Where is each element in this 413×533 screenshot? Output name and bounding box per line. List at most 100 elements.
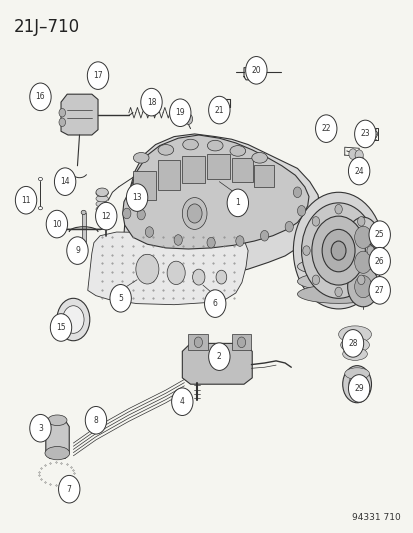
Text: 5: 5 [118, 294, 123, 303]
Circle shape [311, 216, 364, 285]
Text: 23: 23 [360, 130, 369, 139]
Ellipse shape [96, 206, 108, 213]
Text: 26: 26 [374, 257, 384, 265]
Ellipse shape [81, 211, 86, 215]
Polygon shape [61, 94, 98, 135]
Circle shape [30, 415, 51, 442]
Circle shape [54, 168, 76, 196]
Text: 19: 19 [175, 108, 185, 117]
Circle shape [334, 287, 342, 297]
Circle shape [126, 184, 147, 212]
Circle shape [208, 343, 230, 370]
Circle shape [182, 198, 206, 229]
Circle shape [311, 216, 319, 226]
Polygon shape [188, 334, 208, 350]
Ellipse shape [207, 140, 223, 151]
Polygon shape [231, 158, 252, 182]
Circle shape [293, 187, 301, 198]
Text: 20: 20 [251, 66, 261, 75]
Ellipse shape [230, 146, 245, 156]
Ellipse shape [38, 177, 43, 181]
Circle shape [347, 217, 378, 257]
Circle shape [354, 120, 375, 148]
Circle shape [95, 203, 116, 230]
Circle shape [285, 221, 293, 232]
Circle shape [85, 407, 107, 434]
Polygon shape [118, 134, 319, 278]
Circle shape [311, 275, 319, 285]
Polygon shape [88, 232, 247, 305]
Circle shape [368, 221, 389, 248]
Circle shape [342, 366, 370, 403]
Circle shape [174, 235, 182, 245]
Text: 17: 17 [93, 71, 102, 80]
Circle shape [347, 266, 378, 307]
Circle shape [354, 226, 371, 248]
Ellipse shape [45, 447, 69, 460]
Circle shape [206, 237, 215, 248]
Circle shape [334, 205, 342, 214]
Circle shape [59, 118, 65, 126]
Circle shape [293, 192, 383, 309]
Text: 11: 11 [21, 196, 31, 205]
Circle shape [368, 247, 389, 275]
Text: 14: 14 [60, 177, 70, 186]
Circle shape [321, 229, 354, 272]
Circle shape [204, 290, 225, 317]
Circle shape [87, 62, 109, 90]
Circle shape [110, 285, 131, 312]
Text: 13: 13 [132, 193, 142, 202]
Circle shape [122, 208, 131, 219]
Circle shape [357, 275, 364, 285]
Ellipse shape [47, 415, 67, 425]
Circle shape [366, 246, 373, 255]
Circle shape [297, 206, 305, 216]
Circle shape [30, 83, 51, 111]
Polygon shape [81, 214, 85, 251]
Text: 15: 15 [56, 323, 66, 332]
Circle shape [260, 230, 268, 241]
Text: 2: 2 [216, 352, 221, 361]
Ellipse shape [356, 128, 377, 140]
Polygon shape [206, 154, 229, 179]
Ellipse shape [182, 139, 198, 150]
Circle shape [194, 337, 202, 348]
Circle shape [216, 270, 226, 284]
Circle shape [330, 241, 345, 260]
Text: 21: 21 [214, 106, 223, 115]
Circle shape [62, 306, 84, 333]
Circle shape [187, 204, 202, 223]
Ellipse shape [297, 285, 379, 303]
Ellipse shape [338, 326, 370, 343]
Ellipse shape [96, 188, 108, 197]
Polygon shape [182, 343, 252, 384]
Circle shape [137, 209, 145, 220]
Polygon shape [254, 165, 273, 187]
Text: 16: 16 [36, 92, 45, 101]
Circle shape [46, 211, 67, 238]
Text: 24: 24 [354, 166, 363, 175]
Ellipse shape [344, 368, 368, 379]
Polygon shape [133, 171, 155, 200]
Ellipse shape [340, 337, 368, 352]
Text: 10: 10 [52, 220, 62, 229]
Text: 27: 27 [374, 286, 384, 295]
Polygon shape [46, 420, 69, 458]
Text: 22: 22 [321, 124, 330, 133]
Ellipse shape [96, 201, 108, 207]
Text: 4: 4 [180, 397, 184, 406]
Circle shape [368, 277, 389, 304]
Circle shape [354, 276, 371, 298]
Ellipse shape [342, 348, 366, 360]
Text: 94331 710: 94331 710 [351, 513, 399, 522]
Circle shape [227, 189, 248, 216]
Circle shape [354, 150, 362, 160]
Circle shape [167, 261, 185, 285]
Circle shape [301, 203, 375, 298]
Text: 12: 12 [101, 212, 111, 221]
Circle shape [58, 475, 80, 503]
Ellipse shape [158, 144, 173, 155]
Polygon shape [157, 160, 180, 190]
Circle shape [315, 115, 336, 142]
Text: 1: 1 [235, 198, 240, 207]
